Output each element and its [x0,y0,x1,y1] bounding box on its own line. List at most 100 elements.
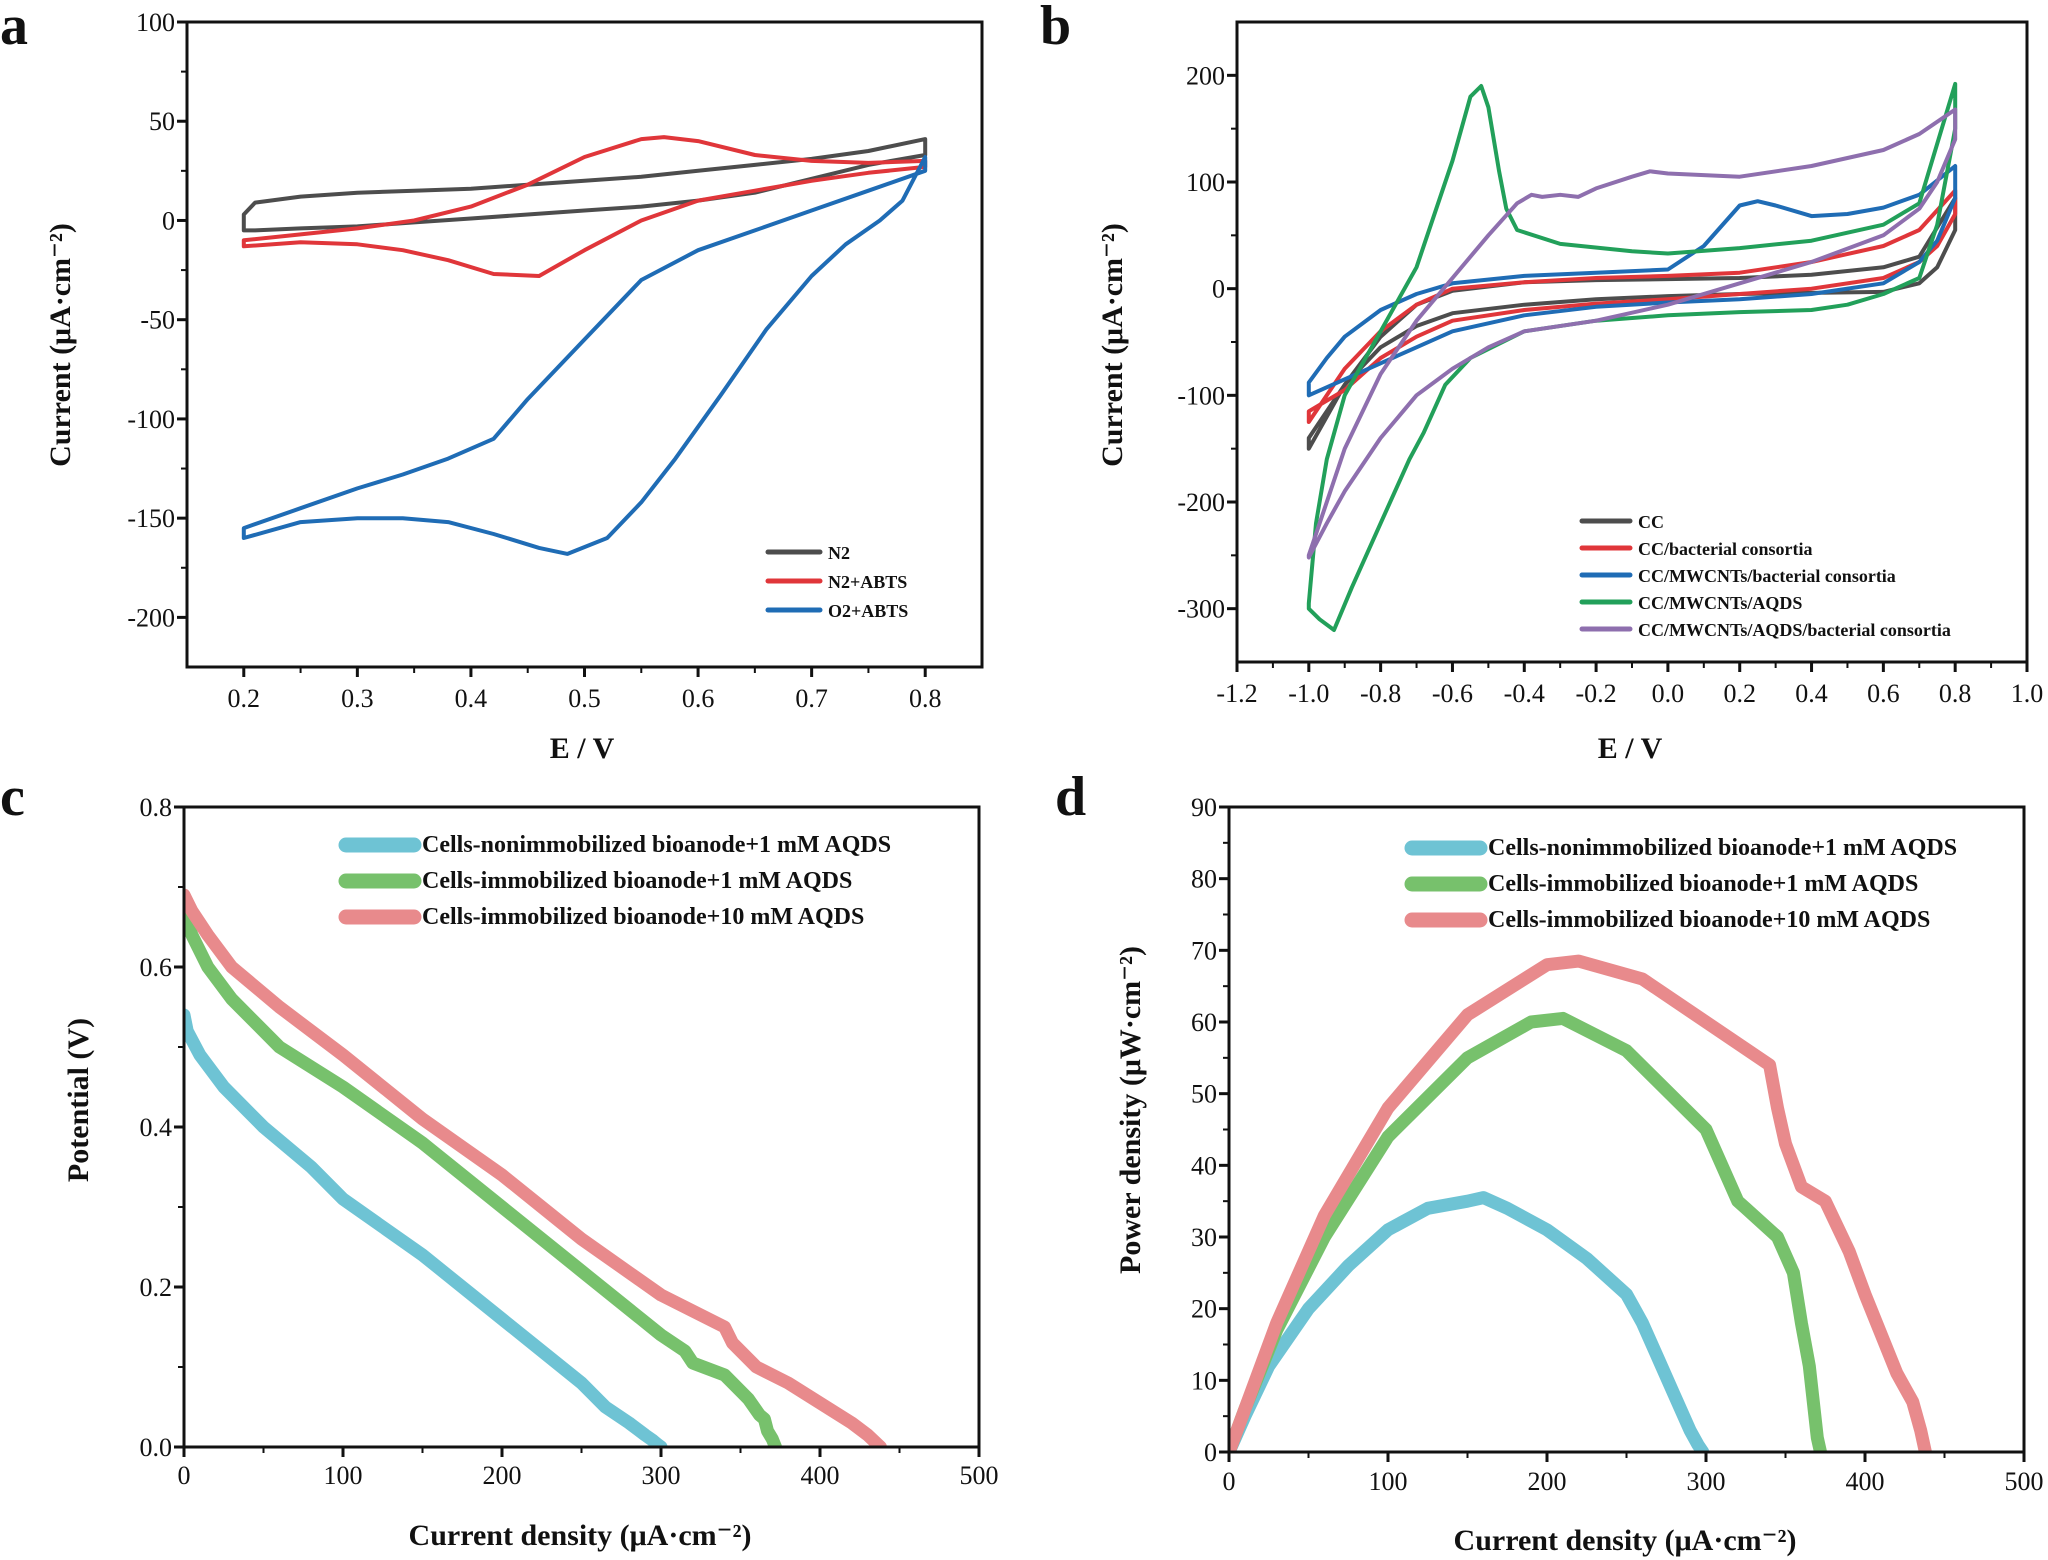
y-tick-label-d-4: 40 [1191,1151,1217,1180]
y-tick-label-c-0: 0.0 [140,1433,173,1462]
x-tick-label-a-2: 0.4 [455,684,488,713]
y-tick-label-a-5: -150 [127,504,175,533]
x-tick-label-b-0: -1.2 [1216,679,1257,708]
legend-a: N2 N2+ABTS O2+ABTS [765,543,908,621]
y-tick-label-a-3: -50 [140,306,175,335]
y-tick-label-d-1: 10 [1191,1366,1217,1395]
panel-b-ylabel: Current (μA·cm⁻²) [1096,223,1129,467]
y-tick-label-b-0: 200 [1186,61,1225,90]
y-tick-label-c-1: 0.2 [140,1273,173,1302]
chart-a: 0.2 0.3 0.4 0.5 0.6 0.7 0.8 100 50 0 -50 -100 -150 -2… [127,8,984,713]
y-tick-label-c-2: 0.4 [140,1113,173,1142]
legend-c: Cells-nonimmobilized bioanode+1 mM AQDS C… [338,832,891,930]
x-tick-label-c-0: 0 [178,1461,191,1490]
y-tick-label-d-3: 30 [1191,1223,1217,1252]
x-tick-label-d-0: 0 [1223,1467,1236,1496]
plot-frame-d [1227,805,2026,1454]
legend-label-b-1: CC/bacterial consortia [1638,539,1812,559]
y-tick-label-b-1: 100 [1186,168,1225,197]
panel-a-letter: a [0,0,28,57]
plot-frame-b [1235,20,2029,664]
x-tick-label-c-2: 200 [483,1461,522,1490]
legend-label-c-2: Cells-immobilized bioanode+10 mM AQDS [422,904,864,930]
series-line-a-2 [241,155,928,556]
y-tick-label-a-2: 0 [162,206,175,235]
x-tick-label-b-11: 1.0 [2011,679,2044,708]
x-tick-label-b-10: 0.8 [1939,679,1972,708]
series-line-c-2 [184,888,887,1447]
panel-c-ylabel: Potential (V) [62,1018,95,1182]
plot-area-c [184,888,887,1447]
legend-label-b-0: CC [1638,512,1664,532]
y-tick-label-d-9: 90 [1191,793,1217,822]
x-tick-label-c-1: 100 [324,1461,363,1490]
legend-label-b-3: CC/MWCNTs/AQDS [1638,593,1802,613]
y-tick-label-d-7: 70 [1191,936,1217,965]
legend-d: Cells-nonimmobilized bioanode+1 mM AQDS C… [1404,835,1957,933]
x-tick-label-c-4: 400 [801,1461,840,1490]
x-tick-label-d-1: 100 [1369,1467,1408,1496]
y-tick-label-d-2: 20 [1191,1295,1217,1324]
series-line-d-1 [1229,1011,1827,1452]
legend-label-a-2: O2+ABTS [828,601,908,621]
panel-d-letter: d [1055,766,1086,828]
x-tick-label-b-5: -0.2 [1576,679,1617,708]
y-tick-label-c-3: 0.6 [140,953,173,982]
x-tick-label-b-2: -0.8 [1360,679,1401,708]
x-tick-label-b-8: 0.4 [1795,679,1828,708]
plot-frame-a [185,20,984,669]
y-tick-label-a-0: 100 [136,8,175,37]
x-tick-label-c-3: 300 [642,1461,681,1490]
y-tick-label-a-4: -100 [127,405,175,434]
series-line-a-0 [241,137,928,233]
legend-label-d-0: Cells-nonimmobilized bioanode+1 mM AQDS [1488,835,1957,861]
legend-label-c-1: Cells-immobilized bioanode+1 mM AQDS [422,868,852,894]
plot-area-a [241,135,928,556]
x-tick-label-b-3: -0.6 [1432,679,1473,708]
legend-label-d-1: Cells-immobilized bioanode+1 mM AQDS [1488,871,1918,897]
panel-b-letter: b [1040,0,1071,57]
y-tick-label-b-4: -200 [1177,488,1225,517]
panel-a-xlabel: E / V [550,732,615,765]
y-tick-label-d-0: 0 [1204,1438,1217,1467]
plot-area-d [1229,954,1932,1452]
plot-area-b [1306,81,1958,632]
x-tick-label-d-2: 200 [1528,1467,1567,1496]
y-tick-label-b-5: -300 [1177,595,1225,624]
x-tick-label-b-9: 0.6 [1867,679,1900,708]
x-tick-label-c-5: 500 [960,1461,999,1490]
series-line-d-2 [1229,954,1932,1452]
panel-d-ylabel: Power density (μW·cm⁻²) [1114,946,1147,1274]
y-tick-label-c-4: 0.8 [140,793,173,822]
chart-b: -1.2 -1.0 -0.8 -0.6 -0.4 -0.2 0.0 0.2 0.4 0.6 0.8 1… [1177,20,2044,708]
x-tick-label-a-5: 0.7 [795,684,828,713]
series-line-b-4 [1306,107,1958,560]
y-tick-label-d-8: 80 [1191,865,1217,894]
series-line-b-3 [1306,81,1958,632]
legend-label-c-0: Cells-nonimmobilized bioanode+1 mM AQDS [422,832,891,858]
x-tick-label-b-1: -1.0 [1288,679,1329,708]
x-tick-label-d-3: 300 [1687,1467,1726,1496]
x-tick-label-a-4: 0.6 [682,684,715,713]
x-tick-label-a-0: 0.2 [228,684,261,713]
panel-c-xlabel: Current density (μA·cm⁻²) [409,1519,752,1552]
series-line-c-1 [184,904,782,1447]
legend-label-b-2: CC/MWCNTs/bacterial consortia [1638,566,1896,586]
y-tick-label-d-6: 60 [1191,1008,1217,1037]
y-tick-label-b-2: 0 [1212,275,1225,304]
legend-label-d-2: Cells-immobilized bioanode+10 mM AQDS [1488,907,1930,933]
x-tick-label-b-4: -0.4 [1504,679,1545,708]
legend-label-a-1: N2+ABTS [828,572,907,592]
chart-d: 0 100 200 300 400 500 0 10 20 30 40 50 60 70 80 90 Cells… [1191,793,2044,1496]
panel-c-letter: c [0,766,25,828]
panel-a-ylabel: Current (μA·cm⁻²) [44,223,77,467]
y-tick-label-a-6: -200 [127,603,175,632]
x-tick-label-a-6: 0.8 [909,684,942,713]
legend-label-b-4: CC/MWCNTs/AQDS/bacterial consortia [1638,620,1951,640]
x-tick-label-b-6: 0.0 [1652,679,1685,708]
x-tick-label-d-4: 400 [1846,1467,1885,1496]
series-line-d-0 [1229,1191,1710,1452]
plot-frame-c [182,805,981,1449]
legend-label-a-0: N2 [828,543,850,563]
